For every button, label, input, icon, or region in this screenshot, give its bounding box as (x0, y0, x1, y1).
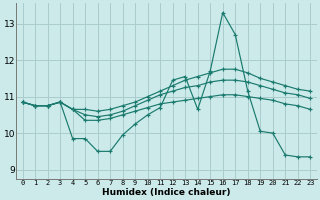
X-axis label: Humidex (Indice chaleur): Humidex (Indice chaleur) (102, 188, 231, 197)
